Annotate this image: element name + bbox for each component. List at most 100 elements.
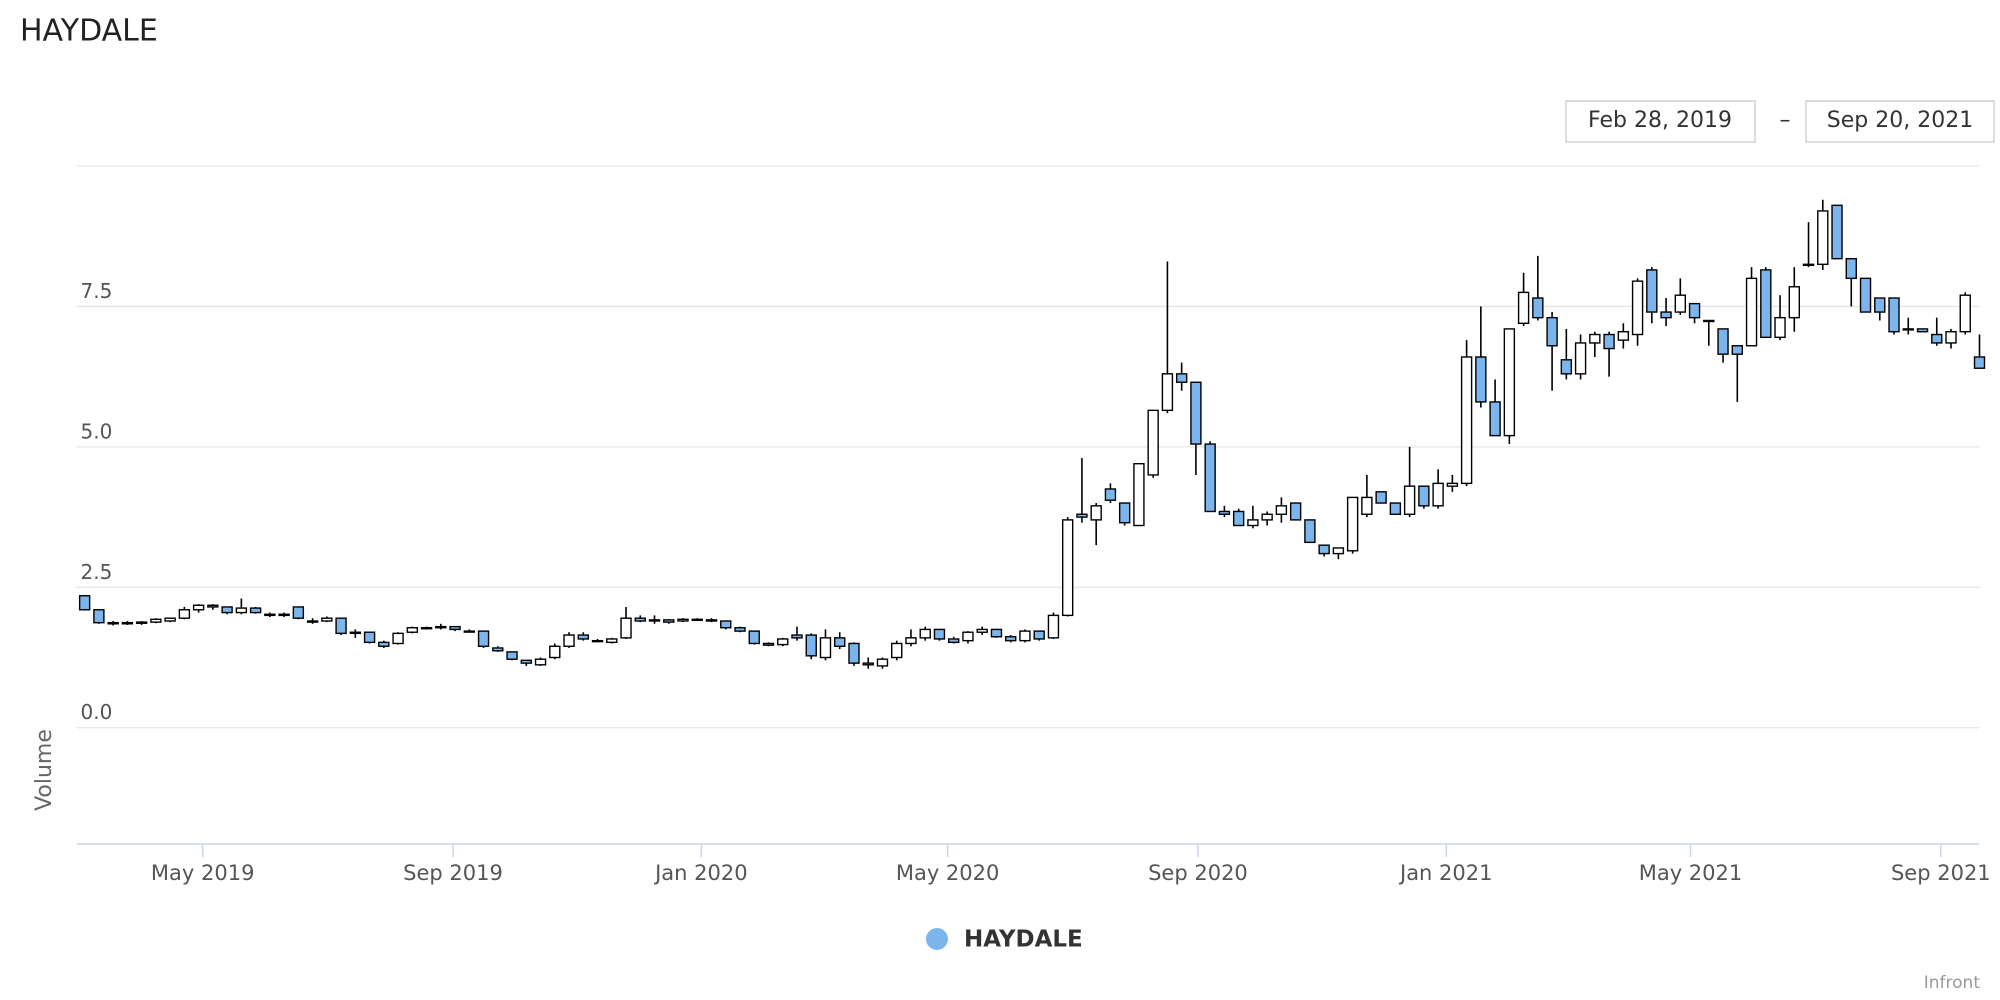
candle-body <box>1147 409 1159 476</box>
candle-body <box>492 647 504 652</box>
candle-body <box>349 631 362 635</box>
candle-body <box>791 634 803 639</box>
y-tick-label: 7.5 <box>81 279 113 303</box>
candle-body <box>435 625 447 629</box>
candle-body <box>1646 269 1658 313</box>
candle-body <box>1503 328 1516 437</box>
candle-body <box>563 634 575 647</box>
candle-body <box>406 627 419 633</box>
candle-body <box>1560 359 1573 375</box>
candle-body <box>378 641 390 647</box>
candle-body <box>1261 513 1273 521</box>
range-from-box[interactable] <box>1565 100 1756 143</box>
candle-body <box>506 651 518 660</box>
candle-body <box>663 619 675 623</box>
candle-body <box>1831 204 1843 260</box>
candle-body <box>221 606 233 614</box>
candle-body <box>107 621 119 625</box>
x-tick-label: Sep 2020 <box>1148 861 1248 885</box>
candle-body <box>477 630 490 647</box>
candle-body <box>1346 496 1359 552</box>
legend-label[interactable]: HAYDALE <box>964 927 1083 953</box>
candle-body <box>1788 286 1800 319</box>
candle-body <box>1546 316 1558 347</box>
candle-body <box>1731 345 1744 355</box>
x-tick-label: May 2019 <box>151 861 255 885</box>
y-axis-title: Volume <box>32 729 57 811</box>
candle-body <box>1204 443 1216 513</box>
x-tick-label: May 2020 <box>896 861 1000 885</box>
candle-body <box>1460 356 1473 485</box>
candle-body <box>1076 513 1088 518</box>
candle-body <box>1617 331 1630 341</box>
candle-body <box>677 618 689 622</box>
candle-body <box>1318 544 1330 555</box>
candle-body <box>1916 328 1929 333</box>
candle-body <box>634 617 646 622</box>
candle-body <box>392 632 404 645</box>
candle-body <box>292 606 305 619</box>
candle-body <box>1631 280 1644 336</box>
candle-body <box>1888 297 1900 333</box>
candle-body <box>1275 505 1288 515</box>
candle-body <box>1061 519 1074 617</box>
candle-body <box>1688 302 1701 319</box>
candle-body <box>705 619 718 622</box>
candle-body <box>1175 373 1188 383</box>
candle-body <box>862 662 874 666</box>
candle-body <box>1304 519 1316 544</box>
candle-body <box>905 637 917 645</box>
candle-body <box>1047 614 1060 639</box>
range-from[interactable]: Feb 28, 2019 <box>1588 108 1732 133</box>
candle-body <box>819 637 832 659</box>
candle-body <box>178 609 191 619</box>
candle-body <box>1090 505 1102 521</box>
range-to-box[interactable] <box>1805 100 1995 143</box>
candle-body <box>976 628 988 633</box>
x-tick-label: May 2021 <box>1639 861 1743 885</box>
candle-body <box>1361 496 1373 515</box>
candle-body <box>1118 502 1131 524</box>
candle-body <box>1774 316 1786 339</box>
candle-body <box>1674 294 1687 313</box>
candle-body <box>1289 502 1302 521</box>
candle-body <box>1517 291 1530 324</box>
range-to[interactable]: Sep 20, 2021 <box>1827 108 1973 133</box>
candle-body <box>1945 331 1957 344</box>
candle-body <box>207 604 219 608</box>
candle-body <box>1033 630 1045 640</box>
candle-body <box>164 617 176 622</box>
candle-body <box>591 639 604 643</box>
candle-body <box>1019 630 1031 642</box>
candle-body <box>620 617 632 639</box>
candle-body <box>1931 333 1943 344</box>
legend-marker[interactable] <box>926 928 948 950</box>
candle-body <box>805 634 817 657</box>
candle-body <box>235 607 248 614</box>
candle-body <box>891 642 903 659</box>
candle-body <box>1218 510 1231 515</box>
candle-body <box>121 621 134 625</box>
candle-body <box>1005 636 1017 642</box>
credits[interactable]: Infront <box>1924 973 1981 993</box>
candle-body <box>1403 485 1416 515</box>
candle-body <box>606 638 618 644</box>
candle-body <box>1660 311 1672 319</box>
x-tick-label: Sep 2019 <box>403 861 503 885</box>
candle-body <box>1190 381 1202 445</box>
candle-body <box>463 630 476 633</box>
candle-body <box>1489 401 1501 437</box>
candle-body <box>264 613 276 617</box>
candle-body <box>933 628 946 640</box>
candle-body <box>1446 482 1459 487</box>
candle-body <box>577 634 589 640</box>
candle-body <box>1817 210 1829 266</box>
candle-body <box>249 607 262 614</box>
candle-body <box>520 659 532 664</box>
candle-body <box>648 619 661 622</box>
candle-body <box>876 658 889 667</box>
candle-body <box>748 630 760 645</box>
candle-body <box>1589 333 1601 344</box>
candle-body <box>1418 485 1430 507</box>
